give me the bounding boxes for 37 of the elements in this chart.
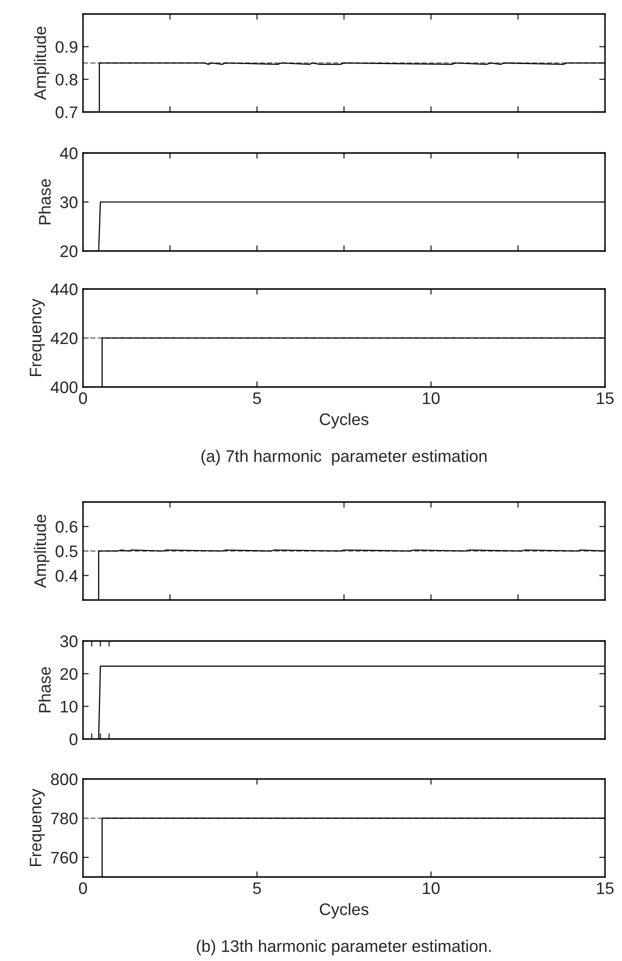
y-tick-label: 20 — [60, 245, 78, 258]
y-tick-label: 0.6 — [56, 520, 78, 533]
y-axis-title: Amplitude — [34, 514, 50, 588]
y-tick-label: 0.5 — [56, 545, 78, 558]
y-tick-label: 440 — [50, 283, 78, 296]
y-tick-label: 0 — [70, 733, 78, 746]
y-tick-label: 40 — [60, 147, 78, 160]
x-tick-label: 5 — [253, 392, 261, 404]
x-tick-label: 15 — [597, 392, 614, 404]
y-axis-title: Frequency — [30, 788, 45, 866]
x-tick-label: 0 — [79, 882, 87, 894]
x-tick-label: 10 — [423, 392, 440, 404]
y-tick-label: 20 — [60, 668, 78, 680]
y-tick-label: 10 — [60, 700, 78, 713]
y-axis-title: Phase — [38, 667, 51, 712]
y-tick-label: 0.9 — [56, 41, 78, 53]
y-axis-title: Phase — [38, 179, 51, 224]
x-tick-label: 15 — [597, 882, 614, 894]
y-axis-title: Frequency — [30, 298, 45, 376]
text: (b) 13th harmonic parameter estimation. — [196, 940, 491, 956]
y-axis-title: Amplitude — [34, 26, 50, 100]
y-tick-label: 0.8 — [56, 74, 78, 86]
y-tick-label: 760 — [51, 852, 78, 864]
y-tick-label: 400 — [50, 381, 78, 394]
y-tick-label: 800 — [51, 773, 78, 786]
x-tick-label: 10 — [423, 882, 440, 894]
text: (a) 7th harmonic parameter estimation — [201, 450, 487, 466]
y-tick-label: 420 — [50, 332, 78, 344]
y-tick-label: 30 — [60, 635, 78, 648]
x-tick-label: 5 — [253, 882, 261, 894]
y-tick-label: 30 — [60, 196, 78, 208]
x-axis-title: Cycles — [320, 412, 368, 428]
y-tick-label: 780 — [51, 812, 78, 824]
x-tick-label: 0 — [79, 392, 87, 404]
y-tick-label: 0.7 — [56, 106, 78, 118]
y-tick-label: 0.4 — [56, 570, 78, 582]
x-axis-title: Cycles — [320, 902, 368, 918]
